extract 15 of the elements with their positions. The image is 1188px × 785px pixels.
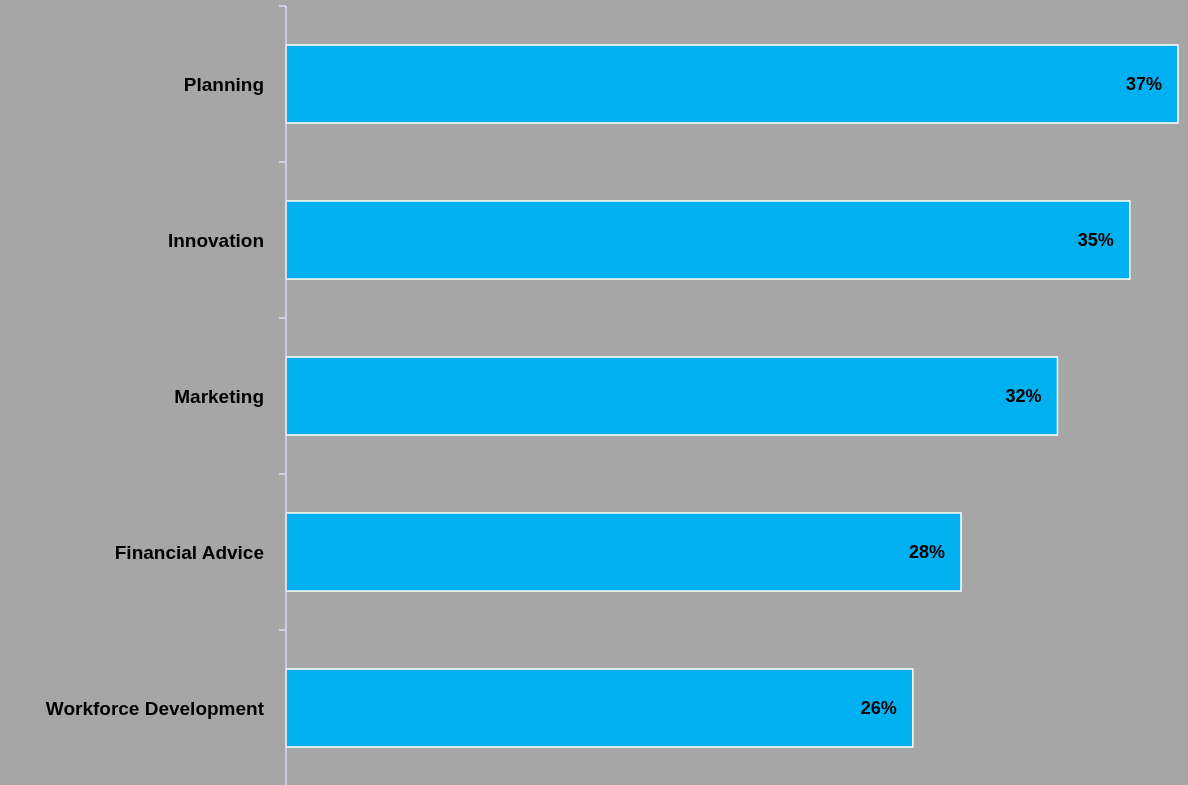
- bar: [285, 668, 914, 748]
- data-label: 26%: [860, 698, 897, 719]
- bar: [285, 44, 1179, 124]
- data-label: 28%: [909, 542, 946, 563]
- bar: [285, 512, 962, 592]
- bar: [285, 356, 1059, 436]
- y-tick-label: Financial Advice: [114, 541, 264, 563]
- data-label: 35%: [1077, 230, 1114, 251]
- data-label: 32%: [1005, 386, 1042, 407]
- y-tick-label: Planning: [183, 73, 264, 95]
- bar: [285, 200, 1131, 280]
- data-label: 37%: [1125, 74, 1162, 95]
- y-tick-label: Workforce Development: [45, 697, 265, 719]
- y-tick-label: Marketing: [174, 385, 264, 407]
- y-tick-label: Innovation: [167, 229, 264, 251]
